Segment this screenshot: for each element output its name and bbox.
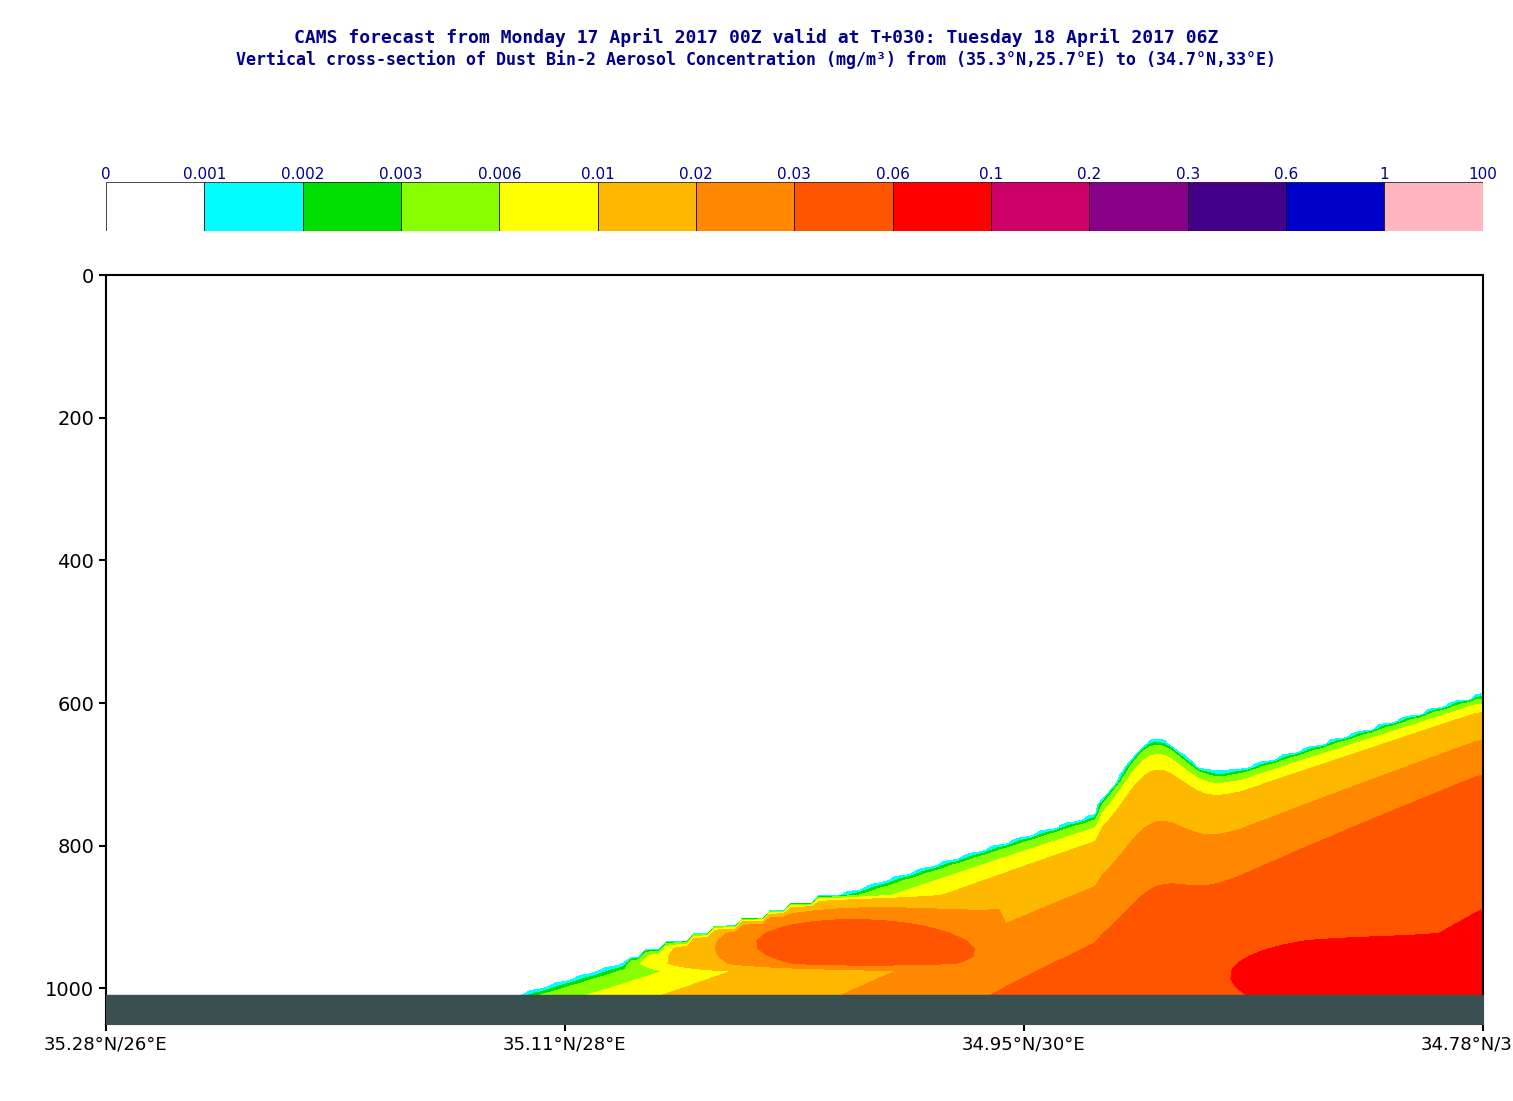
Text: 0.2: 0.2 [1077, 166, 1101, 182]
Text: 0.06: 0.06 [876, 166, 909, 182]
Text: 0: 0 [101, 166, 110, 182]
Bar [598, 182, 696, 231]
Bar [303, 182, 401, 231]
Text: 0.001: 0.001 [183, 166, 225, 182]
Text: 100: 100 [1468, 166, 1498, 182]
Text: 0.006: 0.006 [478, 166, 520, 182]
Bar [499, 182, 598, 231]
Text: 1: 1 [1380, 166, 1389, 182]
Text: 0.01: 0.01 [581, 166, 614, 182]
Bar [1089, 182, 1188, 231]
Bar [106, 182, 204, 231]
Bar [991, 182, 1089, 231]
Bar [893, 182, 991, 231]
Text: Vertical cross-section of Dust Bin-2 Aerosol Concentration (mg/m³) from (35.3°N,: Vertical cross-section of Dust Bin-2 Aer… [236, 50, 1277, 68]
Text: 0.003: 0.003 [380, 166, 422, 182]
Text: 0.02: 0.02 [679, 166, 713, 182]
Text: 0.03: 0.03 [778, 166, 811, 182]
Text: 0.3: 0.3 [1176, 166, 1200, 182]
Text: 0.1: 0.1 [979, 166, 1003, 182]
Text: 0.002: 0.002 [281, 166, 324, 182]
Text: 0.6: 0.6 [1274, 166, 1298, 182]
Bar [1188, 182, 1286, 231]
Bar [794, 182, 893, 231]
Bar [204, 182, 303, 231]
Bar [1286, 182, 1384, 231]
Bar [401, 182, 499, 231]
Bar [696, 182, 794, 231]
Bar [1384, 182, 1483, 231]
Text: CAMS forecast from Monday 17 April 2017 00Z valid at T+030: Tuesday 18 April 201: CAMS forecast from Monday 17 April 2017 … [295, 28, 1218, 46]
